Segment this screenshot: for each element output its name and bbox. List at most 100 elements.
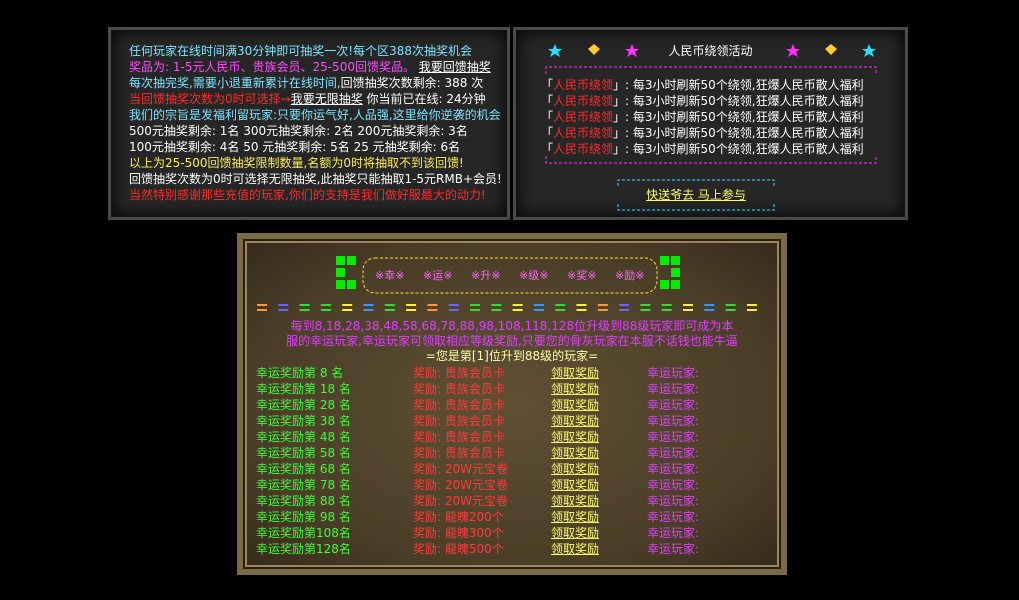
claim-link[interactable]: 领取奖励 xyxy=(551,462,600,476)
text: 「 xyxy=(541,78,554,92)
lucky-player: 幸运玩家: xyxy=(647,430,700,444)
claim-link[interactable]: 领取奖励 xyxy=(551,414,600,428)
notice-line: 奖品为: 1-5元人民币、贵族会员、25-500回馈奖品。 我要回馈抽奖 xyxy=(129,59,491,75)
rank: 幸运奖励第 28 名 xyxy=(256,398,351,412)
claim-link[interactable]: 领取奖励 xyxy=(551,542,600,556)
decor xyxy=(257,256,757,311)
rank: 幸运奖励第108名 xyxy=(256,526,351,540)
banner-word: ※奖※ xyxy=(567,269,597,282)
reward: 奖励: 贵族会员卡 xyxy=(413,382,505,396)
rmb-event-panel: 人民币绕领活动 「人民币绕领」: 每3小时刷新50个绕领,狂爆人民币散人福利 「人… xyxy=(513,27,908,220)
reward: 奖励: 20W元宝卷 xyxy=(413,462,508,476)
claim-link[interactable]: 领取奖励 xyxy=(551,430,600,444)
text: 人民币绕领 xyxy=(553,126,614,140)
claim-link[interactable]: 领取奖励 xyxy=(551,494,600,508)
reward: 奖励: 龍魄200个 xyxy=(413,510,504,524)
notice-line: 我们的宗旨是发福利留玩家:只要你运气好,人品强,这里给你逆袭的机会 xyxy=(129,108,501,122)
event-row: 「人民币绕领」: 每3小时刷新50个绕领,狂爆人民币散人福利 xyxy=(541,93,864,109)
banner-word: ※级※ xyxy=(519,269,549,282)
lucky-player: 幸运玩家: xyxy=(647,414,700,428)
text: 「 xyxy=(541,110,554,124)
rank: 幸运奖励第128名 xyxy=(256,542,351,556)
claim-link[interactable]: 领取奖励 xyxy=(551,526,600,540)
intro: 每到8,18,28,38,48,58,68,78,88,98,108,118,1… xyxy=(290,319,734,333)
event-row: 「人民币绕领」: 每3小时刷新50个绕领,狂爆人民币散人福利 xyxy=(541,125,864,141)
banner-word: ※幸※ xyxy=(375,269,405,282)
lucky-player: 幸运玩家: xyxy=(647,510,700,524)
reward: 奖励: 20W元宝卷 xyxy=(413,494,508,508)
rank: 幸运奖励第 18 名 xyxy=(256,382,351,396)
text: 当回馈抽奖次数为0时可选择→ xyxy=(129,92,291,106)
rank: 幸运奖励第 8 名 xyxy=(256,366,344,380)
event-row: 「人民币绕领」: 每3小时刷新50个绕领,狂爆人民币散人福利 xyxy=(541,77,864,93)
reward: 奖励: 20W元宝卷 xyxy=(413,478,508,492)
text: 奖品为: 1-5元人民币、贵族会员、25-500回馈奖品。 xyxy=(129,60,415,74)
text: 」: 每3小时刷新50个绕领,狂爆人民币散人福利 xyxy=(613,142,864,156)
reward: 奖励: 龍魄300个 xyxy=(413,526,504,540)
intro: 服的幸运玩家,幸运玩家可领取相应等级奖励,只要您的骨灰玩家在本服不话钱也能牛逼 xyxy=(286,334,738,348)
event-row: 「人民币绕领」: 每3小时刷新50个绕领,狂爆人民币散人福利 xyxy=(541,141,864,157)
lucky-player: 幸运玩家: xyxy=(647,462,700,476)
rank: 幸运奖励第 98 名 xyxy=(256,510,351,524)
text: 每次抽完奖,需要小退重新累计在线时间, xyxy=(129,76,341,90)
reward: 奖励: 贵族会员卡 xyxy=(413,398,505,412)
text: 「 xyxy=(541,126,554,140)
claim-link[interactable]: 领取奖励 xyxy=(551,446,600,460)
reward: 奖励: 贵族会员卡 xyxy=(413,446,505,460)
text: 」: 每3小时刷新50个绕领,狂爆人民币散人福利 xyxy=(613,78,864,92)
text: 回馈抽奖次数剩余: 388 次 xyxy=(340,76,484,90)
lucky-player: 幸运玩家: xyxy=(647,478,700,492)
claim-link[interactable]: 领取奖励 xyxy=(551,478,600,492)
banner-word: ※励※ xyxy=(615,269,645,282)
reward-notice-panel: 任何玩家在线时间满30分钟即可抽奖一次!每个区388次抽奖机会 奖品为: 1-5… xyxy=(108,27,510,220)
lucky-player: 幸运玩家: xyxy=(647,382,700,396)
text: 」: 每3小时刷新50个绕领,狂爆人民币散人福利 xyxy=(613,94,864,108)
rank: 幸运奖励第 78 名 xyxy=(256,478,351,492)
notice-line: 当回馈抽奖次数为0时可选择→我要无限抽奖 你当前已在线: 24分钟 xyxy=(129,91,486,107)
notice-line: 500元抽奖剩余: 1名 300元抽奖剩余: 2名 200元抽奖剩余: 3名 xyxy=(129,124,468,138)
lucky-player: 幸运玩家: xyxy=(647,398,700,412)
link[interactable]: 我要回馈抽奖 xyxy=(418,60,491,74)
banner-word: ※运※ xyxy=(423,269,453,282)
decor xyxy=(545,44,877,211)
reward: 奖励: 贵族会员卡 xyxy=(413,414,505,428)
notice-line: 以上为25-500回馈抽奖限制数量,名额为0时将抽取不到该回馈! xyxy=(129,156,464,170)
text: 」: 每3小时刷新50个绕领,狂爆人民币散人福利 xyxy=(613,126,864,140)
text: 「 xyxy=(541,142,554,156)
lucky-player: 幸运玩家: xyxy=(647,446,700,460)
lucky-player: 幸运玩家: xyxy=(647,526,700,540)
lucky-player: 幸运玩家: xyxy=(647,542,700,556)
text: 任何玩家在线时间满30分钟即可抽奖一次!每个区388次抽奖机会 xyxy=(129,44,472,58)
claim-link[interactable]: 领取奖励 xyxy=(551,398,600,412)
event-title: 人民币绕领活动 xyxy=(668,44,753,58)
text: 人民币绕领 xyxy=(553,110,614,124)
notice-line: 100元抽奖剩余: 4名 50 元抽奖剩余: 5名 25 元抽奖剩余: 6名 xyxy=(129,140,461,154)
lucky-player: 幸运玩家: xyxy=(647,366,700,380)
event-row: 「人民币绕领」: 每3小时刷新50个绕领,狂爆人民币散人福利 xyxy=(541,109,864,125)
claim-link[interactable]: 领取奖励 xyxy=(551,366,600,380)
text: 人民币绕领 xyxy=(553,94,614,108)
rank: 幸运奖励第 58 名 xyxy=(256,446,351,460)
text: 人民币绕领 xyxy=(553,78,614,92)
claim-link[interactable]: 领取奖励 xyxy=(551,382,600,396)
claim-link[interactable]: 领取奖励 xyxy=(551,510,600,524)
reward: 奖励: 龍魄500个 xyxy=(413,542,504,556)
notice-line: 任何玩家在线时间满30分钟即可抽奖一次!每个区388次抽奖机会 xyxy=(129,43,472,59)
notice-line: 每次抽完奖,需要小退重新累计在线时间,回馈抽奖次数剩余: 388 次 xyxy=(129,75,483,91)
banner-word: ※升※ xyxy=(471,269,501,282)
rank: 幸运奖励第 38 名 xyxy=(256,414,351,428)
text: 人民币绕领 xyxy=(553,142,614,156)
link[interactable]: 我要无限抽奖 xyxy=(290,92,363,106)
text: 你当前已在线: 24分钟 xyxy=(366,92,486,106)
notice-line: 当然特别感谢那些充值的玩家,你们的支持是我们做好服最大的动力! xyxy=(129,188,486,202)
upgrade-reward-panel: ※幸※ ※运※ ※升※ ※级※ ※奖※ ※励※ 每到8,18,28,38,48,58,68… xyxy=(237,233,787,575)
reward: 奖励: 贵族会员卡 xyxy=(413,430,505,444)
rank: 幸运奖励第 88 名 xyxy=(256,494,351,508)
join-button[interactable]: 快送爷去 马上参与 xyxy=(646,188,746,202)
text: 「 xyxy=(541,94,554,108)
text: 」: 每3小时刷新50个绕领,狂爆人民币散人福利 xyxy=(613,110,864,124)
rank: 幸运奖励第 68 名 xyxy=(256,462,351,476)
reward: 奖励: 贵族会员卡 xyxy=(413,366,505,380)
lucky-player: 幸运玩家: xyxy=(647,494,700,508)
